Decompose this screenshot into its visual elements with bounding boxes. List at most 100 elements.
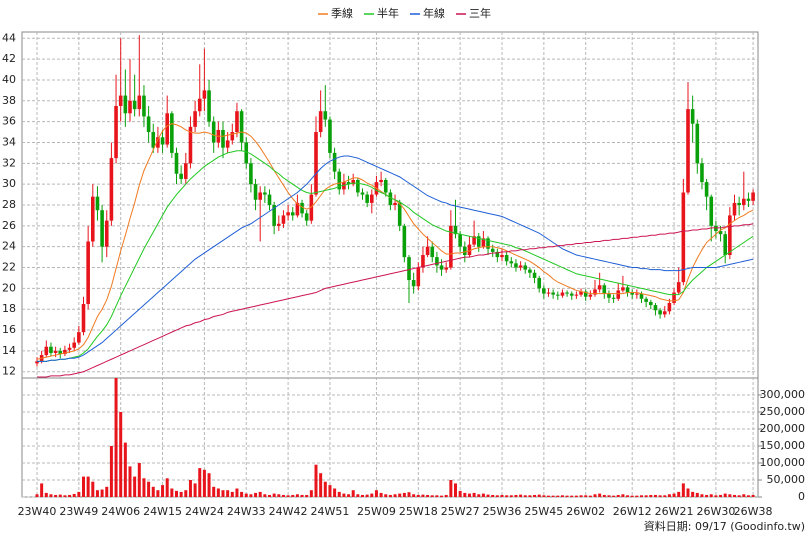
candle-body xyxy=(300,202,304,214)
volume-bar xyxy=(86,476,90,497)
candle-body xyxy=(723,234,727,256)
volume-bar xyxy=(560,495,564,497)
candle-body xyxy=(388,192,393,205)
candle-body xyxy=(681,192,686,283)
volume-bar xyxy=(175,490,178,497)
y-tick-label: 30 xyxy=(2,177,16,190)
candle-body xyxy=(569,293,574,296)
volume-bar xyxy=(509,495,513,497)
candle-body xyxy=(686,109,690,193)
volume-bar xyxy=(188,480,192,497)
candle-body xyxy=(453,225,458,235)
candle-body xyxy=(700,163,704,183)
volume-bar xyxy=(574,495,578,497)
candle-body xyxy=(314,132,318,195)
candle-body xyxy=(295,202,300,216)
candle-body xyxy=(328,119,332,153)
volume-bar xyxy=(454,483,457,497)
candle-body xyxy=(444,267,448,270)
volume-bar xyxy=(430,495,434,497)
candle-body xyxy=(658,310,662,315)
volume-bar xyxy=(40,483,44,497)
volume-bar xyxy=(328,485,332,497)
volume-bar xyxy=(333,488,337,497)
candle-body xyxy=(523,265,528,270)
volume-bar xyxy=(142,478,146,497)
candle-body xyxy=(616,290,621,299)
y-tick-label: 26 xyxy=(2,219,16,232)
candle-body xyxy=(667,302,672,312)
volume-bar xyxy=(640,495,643,497)
candle-body xyxy=(737,202,741,205)
candle-body xyxy=(551,292,555,295)
volume-bar xyxy=(407,492,411,497)
candle-body xyxy=(714,225,718,232)
volume-bar xyxy=(426,494,430,497)
volume-bar xyxy=(370,493,374,497)
candle-body xyxy=(588,294,593,297)
volume-bar xyxy=(323,481,327,497)
volume-bar xyxy=(374,490,378,497)
volume-bar xyxy=(54,494,58,497)
x-tick-label: 26W21 xyxy=(655,505,694,518)
volume-bar xyxy=(598,493,602,497)
x-tick-label: 25W45 xyxy=(524,505,563,518)
volume-bar xyxy=(342,493,346,497)
candle-body xyxy=(695,123,700,164)
candle-body xyxy=(72,342,76,348)
volume-bar xyxy=(449,480,453,497)
candle-body xyxy=(221,129,225,148)
candle-body xyxy=(165,113,169,145)
legend-label: 半年 xyxy=(377,6,399,20)
candle-body xyxy=(35,361,39,364)
candle-body xyxy=(170,113,174,153)
candle-body xyxy=(537,277,541,289)
y-tick-label: 40 xyxy=(2,73,16,86)
volume-bar xyxy=(198,468,202,497)
volume-bar xyxy=(565,495,569,497)
volume-bar xyxy=(635,495,639,497)
y-tick-label: 22 xyxy=(2,261,16,274)
x-tick-label: 26W02 xyxy=(566,505,605,518)
volume-bar xyxy=(216,488,220,497)
candle-body xyxy=(263,192,267,195)
volume-bar xyxy=(630,495,634,497)
volume-bar xyxy=(677,491,681,497)
volume-bar xyxy=(556,495,560,497)
candle-body xyxy=(662,311,667,315)
candle-body xyxy=(267,194,272,205)
y2-tick-label: 150,000 xyxy=(760,439,806,452)
candle-body xyxy=(132,100,137,110)
candle-body xyxy=(532,272,537,278)
candle-body xyxy=(346,182,351,185)
candle-body xyxy=(160,137,165,145)
y-tick-label: 36 xyxy=(2,115,16,128)
volume-bar xyxy=(133,476,137,497)
volume-bar xyxy=(602,494,606,497)
volume-bar xyxy=(653,494,657,497)
candle-body xyxy=(351,179,355,185)
volume-bar xyxy=(72,493,76,497)
candle-body xyxy=(402,225,407,258)
candle-body xyxy=(379,179,383,183)
candle-body xyxy=(151,132,156,148)
volume-bar xyxy=(128,466,132,497)
candle-body xyxy=(188,126,193,164)
candle-body xyxy=(49,346,53,353)
candle-body xyxy=(597,285,602,290)
candle-body xyxy=(53,350,58,353)
volume-bar xyxy=(337,491,341,497)
volume-bar xyxy=(207,473,211,497)
volume-bar xyxy=(151,486,155,497)
candle-body xyxy=(235,111,239,133)
candle-body xyxy=(109,158,114,221)
y2-tick-label: 100,000 xyxy=(760,456,806,469)
candle-body xyxy=(746,198,751,201)
legend-label: 季線 xyxy=(331,6,353,20)
candle-body xyxy=(421,255,425,268)
volume-bar xyxy=(616,494,620,497)
volume-bar xyxy=(68,494,72,497)
volume-bar xyxy=(319,473,323,497)
volume-bar xyxy=(644,495,648,497)
candle-body xyxy=(653,305,658,311)
